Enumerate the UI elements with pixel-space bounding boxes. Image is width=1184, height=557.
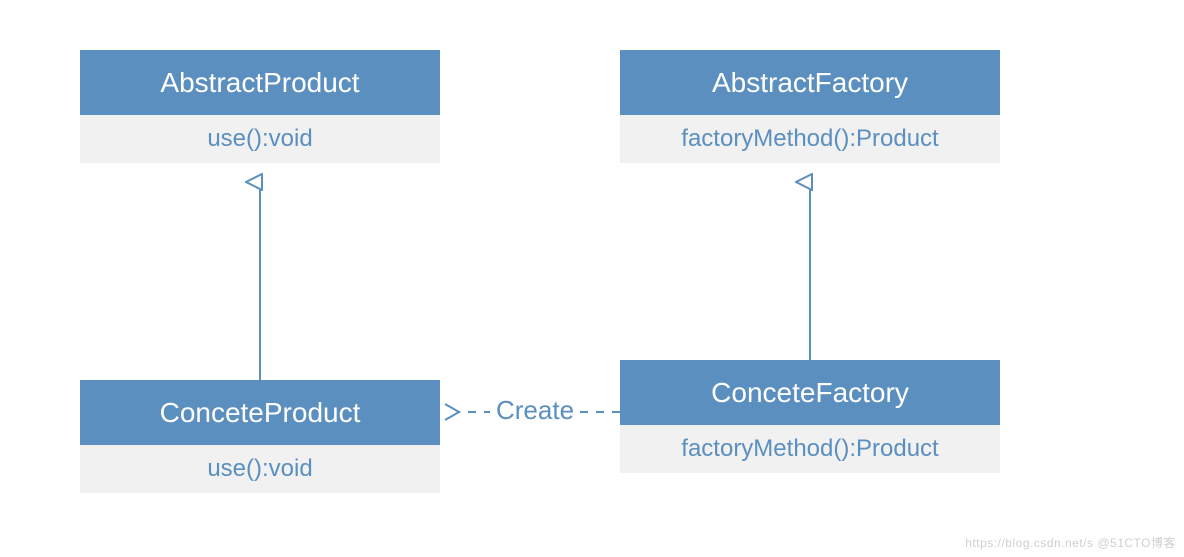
uml-class-method: use():void: [80, 445, 440, 493]
uml-class-title: ConceteFactory: [620, 360, 1000, 425]
edge-label-create_dep: Create: [490, 395, 580, 426]
uml-class-method: factoryMethod():Product: [620, 425, 1000, 473]
watermark-text: https://blog.csdn.net/s @51CTO博客: [965, 534, 1176, 551]
uml-class-title: ConceteProduct: [80, 380, 440, 445]
uml-class-abstract_factory: AbstractFactoryfactoryMethod():Product: [620, 50, 1000, 163]
uml-class-title: AbstractFactory: [620, 50, 1000, 115]
uml-class-method: use():void: [80, 115, 440, 163]
uml-class-abstract_product: AbstractProductuse():void: [80, 50, 440, 163]
uml-class-concete_factory: ConceteFactoryfactoryMethod():Product: [620, 360, 1000, 473]
uml-class-title: AbstractProduct: [80, 50, 440, 115]
uml-class-method: factoryMethod():Product: [620, 115, 1000, 163]
uml-class-concete_product: ConceteProductuse():void: [80, 380, 440, 493]
